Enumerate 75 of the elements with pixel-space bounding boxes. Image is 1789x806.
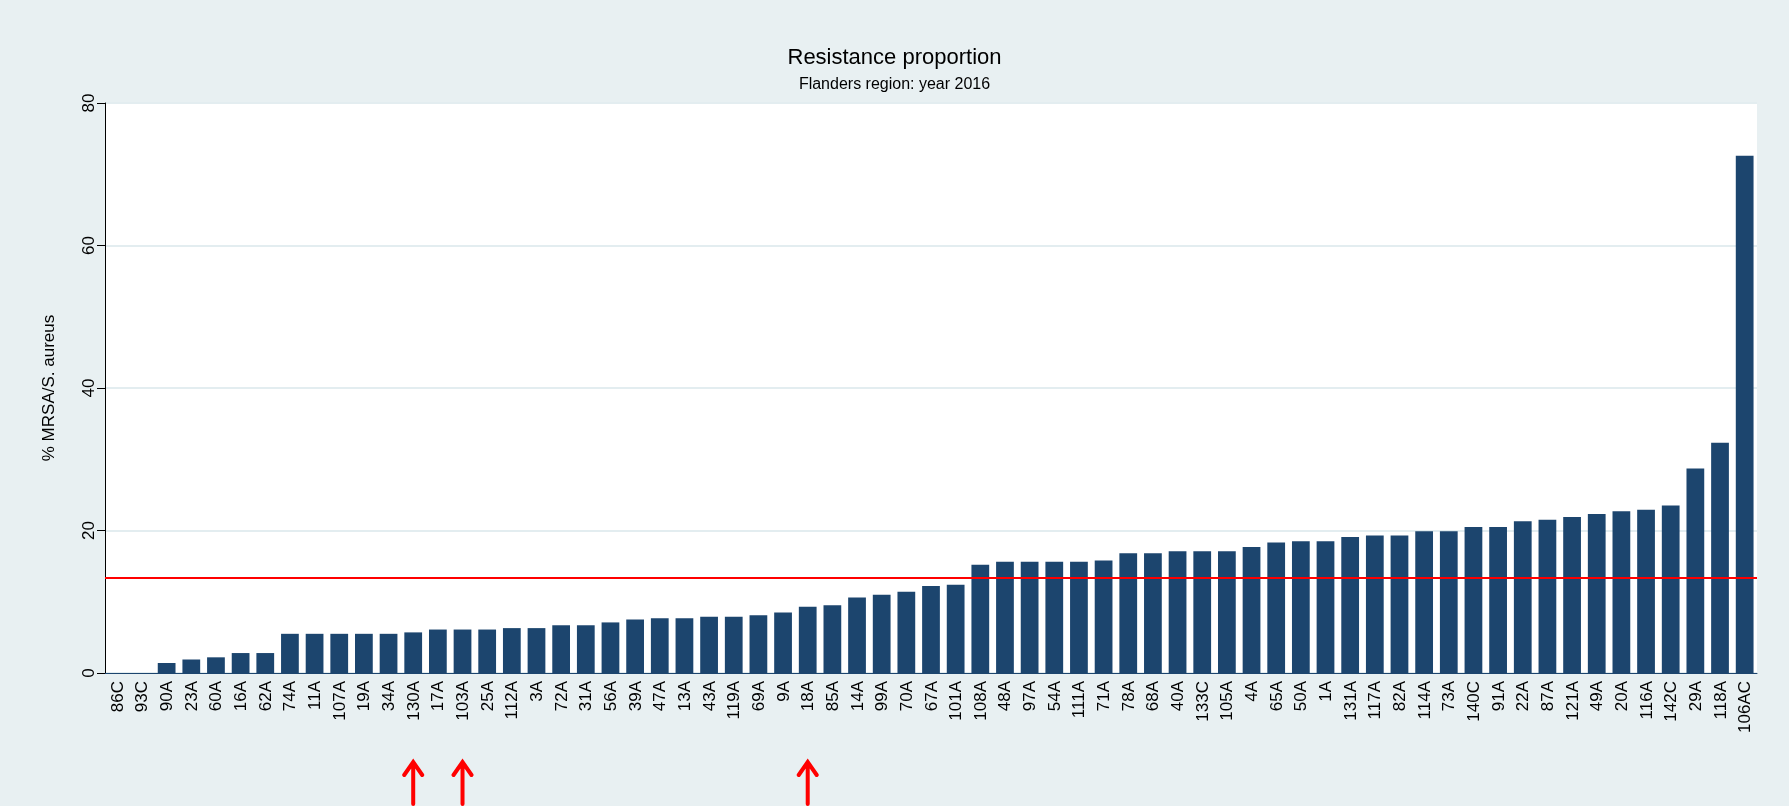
x-tick-label: 49A — [1587, 680, 1607, 712]
x-tick-label: 130A — [403, 680, 423, 721]
x-tick-label: 93C — [132, 681, 152, 713]
x-tick-label: 3A — [526, 680, 546, 702]
x-tick-label: 142C — [1661, 681, 1681, 722]
y-tick-label: 80 — [79, 93, 98, 113]
x-tick-label: 71A — [1094, 680, 1114, 712]
x-tick-label: 9A — [773, 680, 793, 702]
x-tick-label: 119A — [724, 680, 744, 720]
x-tick-label: 69A — [748, 680, 768, 712]
x-tick-label: 90A — [157, 680, 177, 712]
x-tick-label: 106AC — [1735, 681, 1755, 733]
x-tick-label: 117A — [1365, 680, 1385, 720]
x-tick-label: 54A — [1044, 680, 1064, 712]
x-tick-label: 22A — [1513, 680, 1533, 712]
x-tick-label: 85A — [822, 680, 842, 712]
x-tick-label: 60A — [206, 680, 226, 712]
x-tick-label: 86C — [107, 681, 127, 713]
x-tick-label: 56A — [600, 680, 620, 712]
x-tick-label: 101A — [946, 680, 966, 721]
x-tick-label: 25A — [477, 680, 497, 712]
x-tick-label: 16A — [231, 680, 251, 712]
x-tick-label: 118A — [1710, 680, 1730, 720]
x-tick-label: 23A — [181, 680, 201, 712]
y-tick-label: 20 — [79, 521, 98, 540]
x-tick-label: 65A — [1266, 680, 1286, 712]
y-tick-label: 0 — [79, 668, 98, 678]
x-tick-label: 43A — [699, 680, 719, 712]
x-tick-label: 82A — [1389, 680, 1409, 712]
y-tick-label: 60 — [79, 236, 98, 255]
x-tick-label: 105A — [1217, 680, 1237, 721]
x-tick-label: 140C — [1463, 681, 1483, 722]
x-tick-label: 18A — [798, 680, 818, 712]
x-tick-label: 99A — [872, 680, 892, 712]
x-tick-label: 19A — [354, 680, 374, 712]
x-tick-label: 4A — [1242, 680, 1262, 702]
chart-subtitle: Flanders region: year 2016 — [798, 74, 991, 92]
x-tick-label: 114A — [1414, 680, 1434, 720]
x-tick-label: 121A — [1562, 680, 1582, 721]
x-tick-label: 112A — [502, 680, 522, 720]
y-tick-label: 40 — [79, 378, 98, 398]
x-tick-label: 78A — [1118, 680, 1138, 712]
chart-title: Resistance proportion — [787, 43, 1002, 69]
x-tick-label: 13A — [674, 680, 694, 712]
x-tick-label: 97A — [1020, 680, 1040, 712]
x-tick-label: 40A — [1168, 680, 1188, 712]
x-tick-label: 67A — [921, 680, 941, 712]
x-tick-label: 48A — [995, 680, 1015, 712]
x-tick-label: 20A — [1611, 680, 1631, 712]
x-tick-label: 72A — [551, 680, 571, 712]
x-tick-label: 34A — [379, 680, 399, 712]
x-tick-label: 47A — [650, 680, 670, 712]
x-tick-label: 74A — [280, 680, 300, 712]
x-tick-label: 11A — [305, 680, 325, 710]
x-tick-label: 39A — [625, 680, 645, 712]
x-tick-label: 70A — [896, 680, 916, 712]
x-tick-label: 31A — [576, 680, 596, 712]
x-tick-label: 68A — [1143, 680, 1163, 712]
x-tick-label: 14A — [847, 680, 867, 712]
x-tick-label: 133C — [1192, 681, 1212, 722]
x-tick-label: 17A — [428, 680, 448, 712]
x-tick-label: 62A — [255, 680, 275, 712]
x-tick-label: 91A — [1488, 680, 1508, 712]
x-tick-label: 116A — [1636, 680, 1656, 720]
x-tick-label: 50A — [1291, 680, 1311, 712]
x-tick-label: 1A — [1316, 680, 1336, 702]
x-tick-label: 107A — [329, 680, 349, 721]
x-tick-label: 103A — [453, 680, 473, 721]
y-axis-title: % MRSA/S. aureus — [39, 314, 58, 462]
x-tick-label: 87A — [1537, 680, 1557, 712]
x-tick-label: 29A — [1685, 680, 1705, 712]
x-tick-label: 108A — [970, 680, 990, 721]
x-tick-label: 111A — [1069, 680, 1089, 719]
x-tick-label: 131A — [1340, 680, 1360, 721]
x-tick-label: 73A — [1439, 680, 1459, 712]
